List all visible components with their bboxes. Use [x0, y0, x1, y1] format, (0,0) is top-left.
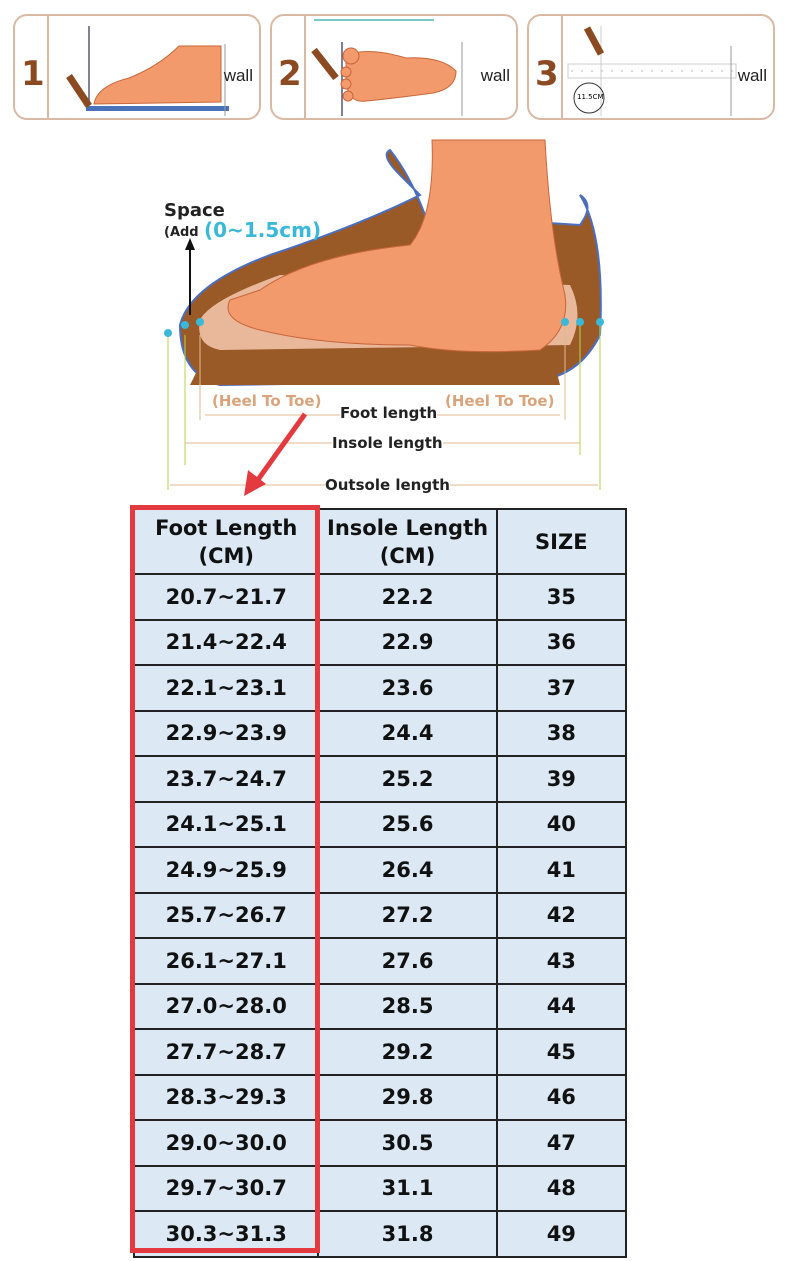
- size-cell: 44: [495, 982, 628, 1030]
- space-label: Space: [164, 200, 225, 221]
- ruler-reading: 11.5CM: [577, 93, 604, 101]
- table-row: 21.4~22.4 22.9 36: [132, 618, 628, 666]
- step-number: 2: [278, 54, 302, 94]
- header-insole-length: Insole Length (CM): [317, 508, 498, 575]
- insole-length-cell: 22.2: [317, 573, 498, 621]
- heel-to-toe-right: (Heel To Toe): [445, 392, 555, 410]
- foot-length-cell: 20.7~21.7: [132, 573, 320, 621]
- foot-length-cell: 29.0~30.0: [132, 1119, 320, 1167]
- outsole-length-label: Outsole length: [325, 476, 450, 494]
- foot-length-cell: 28.3~29.3: [132, 1073, 320, 1121]
- size-cell: 49: [495, 1210, 628, 1258]
- insole-length-cell: 27.2: [317, 891, 498, 939]
- size-cell: 36: [495, 618, 628, 666]
- foot-length-cell: 21.4~22.4: [132, 618, 320, 666]
- red-arrow-icon: [244, 412, 308, 496]
- table-row: 22.1~23.1 23.6 37: [132, 664, 628, 712]
- table-header-row: Foot Length (CM) Insole Length (CM) SIZE: [132, 508, 628, 575]
- table-row: 25.7~26.7 27.2 42: [132, 891, 628, 939]
- step-number: 3: [535, 54, 559, 94]
- table-row: 22.9~23.9 24.4 38: [132, 709, 628, 757]
- heel-to-toe-left: (Heel To Toe): [212, 392, 322, 410]
- table-row: 28.3~29.3 29.8 46: [132, 1073, 628, 1121]
- size-cell: 35: [495, 573, 628, 621]
- wall-label: wall: [223, 66, 253, 85]
- size-cell: 45: [495, 1028, 628, 1076]
- size-cell: 39: [495, 755, 628, 803]
- wall-label: wall: [480, 66, 510, 85]
- foot-length-label: Foot length: [340, 404, 438, 422]
- table-row: 23.7~24.7 25.2 39: [132, 755, 628, 803]
- insole-length-cell: 25.2: [317, 755, 498, 803]
- foot-length-cell: 27.0~28.0: [132, 982, 320, 1030]
- size-table: Foot Length (CM) Insole Length (CM) SIZE…: [132, 508, 628, 1258]
- insole-length-label: Insole length: [332, 434, 443, 452]
- foot-length-highlight: [130, 505, 320, 1253]
- wall-label: wall: [737, 66, 767, 85]
- insole-length-cell: 27.6: [317, 937, 498, 985]
- insole-length-cell: 25.6: [317, 800, 498, 848]
- ruler-illustration: [567, 26, 737, 116]
- step-1-panel: 1 wall: [13, 14, 261, 120]
- foot-length-cell: 24.9~25.9: [132, 846, 320, 894]
- insole-length-cell: 31.8: [317, 1210, 498, 1258]
- step-3-panel: 3 11.5CM wall: [527, 14, 775, 120]
- insole-length-cell: 29.8: [317, 1073, 498, 1121]
- table-row: 27.0~28.0 28.5 44: [132, 982, 628, 1030]
- foot-length-cell: 29.7~30.7: [132, 1164, 320, 1212]
- table-row: 29.0~30.0 30.5 47: [132, 1119, 628, 1167]
- foot-length-cell: 23.7~24.7: [132, 755, 320, 803]
- insole-length-cell: 28.5: [317, 982, 498, 1030]
- foot-length-cell: 26.1~27.1: [132, 937, 320, 985]
- step-number: 1: [21, 54, 45, 94]
- table-row: 29.7~30.7 31.1 48: [132, 1164, 628, 1212]
- foot-top-illustration: [311, 19, 463, 116]
- size-cell: 48: [495, 1164, 628, 1212]
- foot-length-cell: 22.9~23.9: [132, 709, 320, 757]
- step-2-panel: 2 wall: [270, 14, 518, 120]
- table-row: 27.7~28.7 29.2 45: [132, 1028, 628, 1076]
- foot-length-cell: 25.7~26.7: [132, 891, 320, 939]
- shoe-diagram: [164, 139, 604, 490]
- foot-side-illustration: [66, 26, 229, 116]
- table-row: 24.1~25.1 25.6 40: [132, 800, 628, 848]
- size-cell: 38: [495, 709, 628, 757]
- size-cell: 47: [495, 1119, 628, 1167]
- foot-length-cell: 22.1~23.1: [132, 664, 320, 712]
- header-size: SIZE: [495, 508, 628, 575]
- insole-length-cell: 26.4: [317, 846, 498, 894]
- size-cell: 42: [495, 891, 628, 939]
- size-cell: 37: [495, 664, 628, 712]
- insole-length-cell: 29.2: [317, 1028, 498, 1076]
- size-cell: 46: [495, 1073, 628, 1121]
- header-foot-length: Foot Length (CM): [132, 508, 320, 575]
- insole-length-cell: 31.1: [317, 1164, 498, 1212]
- table-row: 26.1~27.1 27.6 43: [132, 937, 628, 985]
- insole-length-cell: 22.9: [317, 618, 498, 666]
- table-row: 20.7~21.7 22.2 35: [132, 573, 628, 621]
- size-cell: 40: [495, 800, 628, 848]
- size-cell: 43: [495, 937, 628, 985]
- add-label: (Add: [164, 225, 199, 240]
- insole-length-cell: 23.6: [317, 664, 498, 712]
- foot-length-cell: 24.1~25.1: [132, 800, 320, 848]
- table-row: 24.9~25.9 26.4 41: [132, 846, 628, 894]
- foot-length-cell: 27.7~28.7: [132, 1028, 320, 1076]
- insole-length-cell: 30.5: [317, 1119, 498, 1167]
- size-cell: 41: [495, 846, 628, 894]
- insole-length-cell: 24.4: [317, 709, 498, 757]
- space-value: (0~1.5cm): [204, 218, 322, 242]
